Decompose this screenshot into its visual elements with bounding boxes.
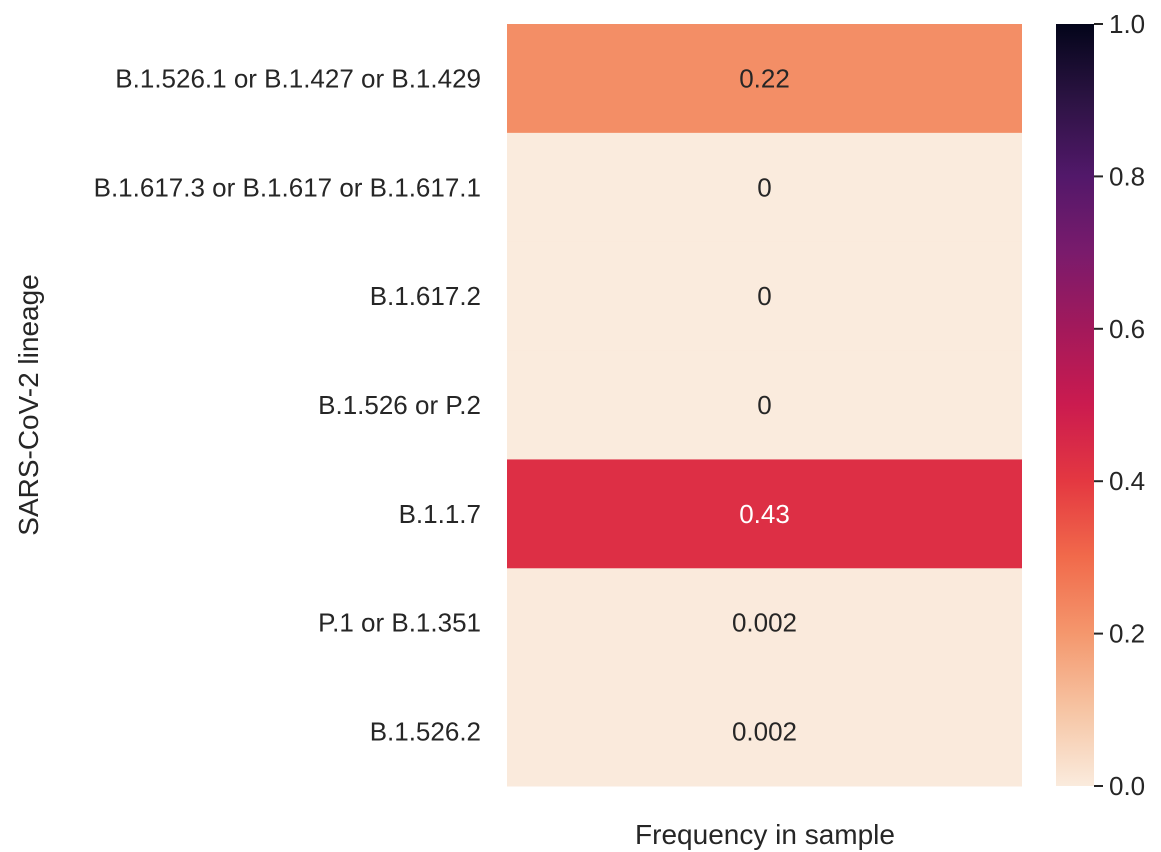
- heatmap-cell: [507, 677, 1022, 787]
- y-axis-label: SARS-CoV-2 lineage: [13, 274, 44, 535]
- cell-value-label: 0.002: [732, 608, 797, 638]
- x-axis-label: Frequency in sample: [635, 819, 895, 850]
- heatmap-cell: [507, 568, 1022, 678]
- colorbar-tick-label: 0.6: [1109, 314, 1145, 344]
- colorbar: 0.0 0.2 0.4 0.6 0.8 1.0: [1056, 9, 1145, 801]
- heatmap-cell: [507, 350, 1022, 460]
- cell-value-label: 0.43: [739, 499, 790, 529]
- heatmap-cell: [507, 241, 1022, 352]
- cell-value-label: 0.002: [732, 717, 797, 747]
- cell-value-label: 0: [757, 390, 771, 420]
- colorbar-tick-label: 1.0: [1109, 9, 1145, 39]
- heatmap-cells: [507, 24, 1022, 787]
- heatmap-cell: [507, 132, 1022, 243]
- y-tick-label: B.1.526 or P.2: [318, 390, 481, 420]
- cell-value-label: 0: [757, 281, 771, 311]
- colorbar-ticks: 0.0 0.2 0.4 0.6 0.8 1.0: [1094, 9, 1145, 801]
- y-tick-labels: B.1.526.1 or B.1.427 or B.1.429 B.1.617.3…: [94, 63, 481, 746]
- y-tick-label: P.1 or B.1.351: [318, 608, 481, 638]
- colorbar-tick-label: 0.4: [1109, 466, 1145, 496]
- cell-value-label: 0.22: [739, 63, 790, 93]
- colorbar-tick-label: 0.8: [1109, 161, 1145, 191]
- y-tick-label: B.1.526.1 or B.1.427 or B.1.429: [115, 63, 481, 93]
- colorbar-tick-label: 0.2: [1109, 619, 1145, 649]
- heatmap-cell: [507, 459, 1022, 569]
- heatmap-cell: [507, 24, 1022, 134]
- y-tick-label: B.1.617.3 or B.1.617 or B.1.617.1: [94, 172, 481, 202]
- y-tick-label: B.1.526.2: [370, 717, 481, 747]
- cell-value-labels: 0.22 0 0 0 0.43 0.002 0.002: [732, 63, 797, 746]
- y-tick-label: B.1.1.7: [399, 499, 481, 529]
- colorbar-gradient: [1056, 24, 1094, 786]
- cell-value-label: 0: [757, 172, 771, 202]
- y-tick-label: B.1.617.2: [370, 281, 481, 311]
- colorbar-tick-label: 0.0: [1109, 771, 1145, 801]
